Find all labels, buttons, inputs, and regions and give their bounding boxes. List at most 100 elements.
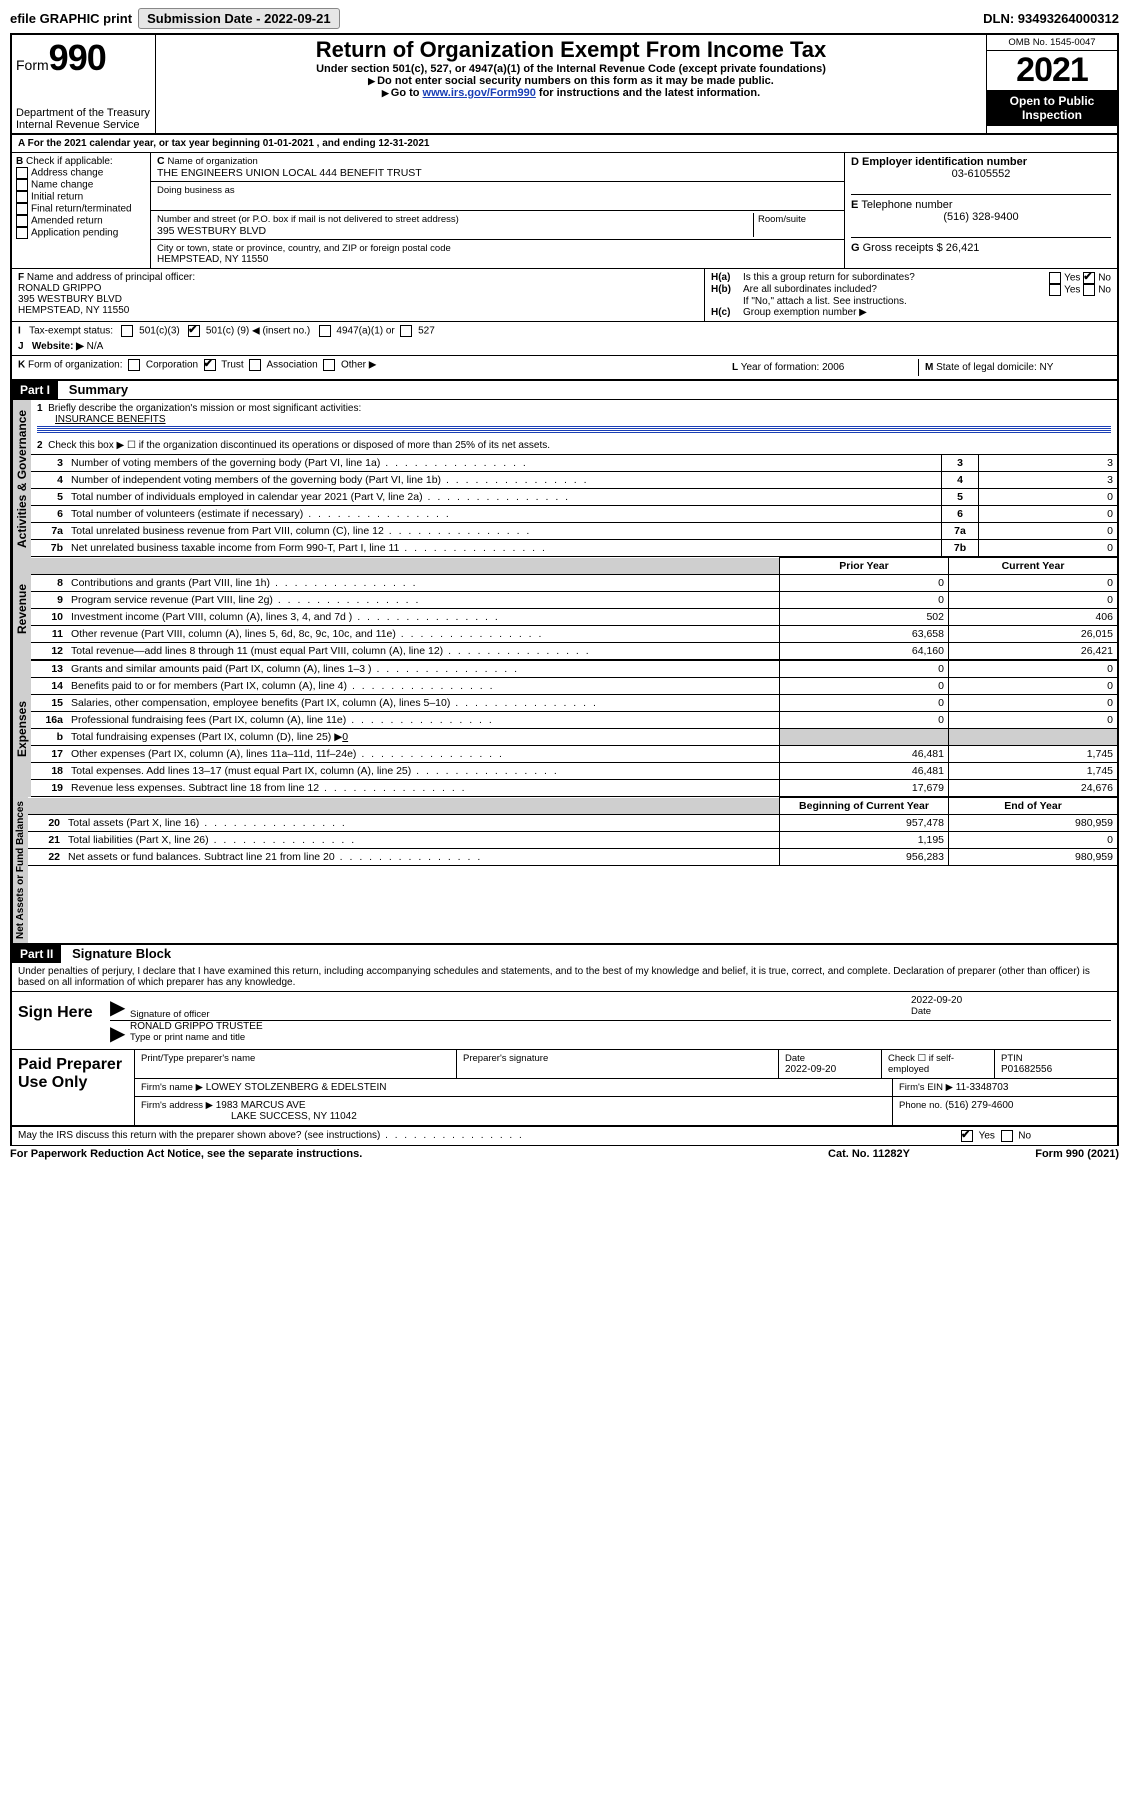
form-footer: 990 [1066, 1148, 1084, 1160]
firm-addr2: LAKE SUCCESS, NY 11042 [141, 1111, 357, 1122]
irs-link[interactable]: www.irs.gov/Form990 [423, 87, 536, 99]
k-opt-3[interactable]: Other ▶ [341, 360, 376, 371]
ha-label: Is this a group return for subordinates? [743, 272, 1049, 284]
section-ij: I Tax-exempt status: 501(c)(3) 501(c) (9… [10, 322, 1119, 356]
form-header: Form990 Department of the Treasury Inter… [10, 33, 1119, 135]
b-opt-2[interactable]: Initial return [31, 192, 83, 203]
officer-name: RONALD GRIPPO [18, 283, 101, 294]
k-opt-0[interactable]: Corporation [146, 360, 198, 371]
firm-name-label: Firm's name ▶ [141, 1082, 203, 1093]
i-4947[interactable]: 4947(a)(1) or [336, 326, 394, 337]
irs-label: Internal Revenue Service [16, 119, 151, 131]
submission-date-btn[interactable]: Submission Date - 2022-09-21 [138, 8, 340, 29]
part2-tab: Part II [12, 945, 61, 963]
b-opt-4[interactable]: Amended return [31, 216, 103, 227]
k-label: Form of organization: [28, 360, 123, 371]
i-501c-post: ) ◀ (insert no.) [246, 326, 310, 337]
discuss-yes[interactable]: Yes [979, 1131, 995, 1142]
i-501c-pre: 501(c) ( [206, 326, 240, 337]
ptin: P01682556 [1001, 1064, 1052, 1075]
form-subtitle: Under section 501(c), 527, or 4947(a)(1)… [162, 63, 980, 75]
prep-date-label: Date [785, 1053, 805, 1064]
l1-value: INSURANCE BENEFITS [37, 414, 166, 425]
instr-ssn: Do not enter social security numbers on … [377, 75, 774, 87]
section-bcd: B Check if applicable: Address change Na… [10, 153, 1119, 269]
i-label: Tax-exempt status: [29, 326, 113, 337]
paid-preparer-block: Paid Preparer Use Only Print/Type prepar… [10, 1050, 1119, 1127]
b-label: Check if applicable: [26, 156, 113, 167]
firm-ein-label: Firm's EIN ▶ [899, 1082, 953, 1093]
officer-addr2: HEMPSTEAD, NY 11550 [18, 305, 129, 316]
cat-no: Cat. No. 11282Y [769, 1148, 969, 1160]
instr-goto-pre: Go to [391, 87, 423, 99]
sign-block: Sign Here ▶ Signature of officer 2022-09… [10, 992, 1119, 1050]
part1-name: Summary [61, 380, 136, 399]
b-opt-5[interactable]: Application pending [31, 228, 118, 239]
city-label: City or town, state or province, country… [157, 243, 451, 254]
sig-date-label: Date [911, 1006, 931, 1017]
printed-label: Type or print name and title [130, 1032, 245, 1043]
tab-expenses: Expenses [12, 660, 31, 797]
section-fh: F Name and address of principal officer:… [10, 269, 1119, 322]
ptin-label: PTIN [1001, 1053, 1023, 1064]
ha-no[interactable]: No [1098, 273, 1111, 284]
hb-yes[interactable]: Yes [1064, 285, 1080, 296]
open-public: Open to Public Inspection [987, 90, 1117, 126]
tab-revenue: Revenue [12, 557, 31, 660]
i-501c3[interactable]: 501(c)(3) [139, 326, 180, 337]
instr-goto-post: for instructions and the latest informat… [536, 87, 760, 99]
part2-name: Signature Block [64, 944, 179, 963]
d-label: Employer identification number [862, 156, 1027, 168]
net-table: Beginning of Current Year End of Year20 … [28, 797, 1117, 866]
gov-table: 3 Number of voting members of the govern… [31, 454, 1117, 557]
officer-printed: RONALD GRIPPO TRUSTEE [130, 1021, 1111, 1032]
b-opt-3[interactable]: Final return/terminated [31, 204, 132, 215]
gross-receipts: 26,421 [946, 242, 980, 254]
street-label: Number and street (or P.O. box if mail i… [157, 214, 459, 225]
k-opt-1[interactable]: Trust [221, 360, 243, 371]
room-label: Room/suite [758, 214, 806, 225]
c-name-label: Name of organization [168, 156, 258, 167]
part1-tab: Part I [12, 381, 58, 399]
j-label: Website: ▶ [32, 341, 84, 352]
form-number: 990 [49, 37, 106, 78]
phone: (516) 328-9400 [851, 211, 1111, 223]
firm-phone-label: Phone no. [899, 1100, 942, 1111]
f-label: Name and address of principal officer: [27, 272, 195, 283]
self-employed[interactable]: Check ☐ if self-employed [882, 1050, 995, 1078]
firm-name: LOWEY STOLZENBERG & EDELSTEIN [206, 1082, 387, 1093]
line-a: A For the 2021 calendar year, or tax yea… [10, 135, 1119, 153]
prep-name-label: Print/Type preparer's name [141, 1053, 255, 1064]
b-opt-1[interactable]: Name change [31, 180, 93, 191]
efile-label: efile GRAPHIC print [10, 11, 132, 26]
org-name: THE ENGINEERS UNION LOCAL 444 BENEFIT TR… [157, 167, 422, 179]
ein: 03-6105552 [851, 168, 1111, 180]
sig-officer-label: Signature of officer [130, 1009, 210, 1020]
omb-no: OMB No. 1545-0047 [987, 35, 1117, 51]
b-opt-0[interactable]: Address change [31, 168, 103, 179]
rev-table: Prior Year Current Year8 Contributions a… [31, 557, 1117, 660]
sig-date: 2022-09-20 [911, 995, 1111, 1006]
line-a-text: For the 2021 calendar year, or tax year … [28, 138, 430, 149]
ha-yes[interactable]: Yes [1064, 273, 1080, 284]
m-label: State of legal domicile: [936, 362, 1037, 373]
k-opt-2[interactable]: Association [267, 360, 318, 371]
discuss-no[interactable]: No [1018, 1131, 1031, 1142]
street: 395 WESTBURY BLVD [157, 225, 266, 237]
state-domicile: NY [1040, 362, 1054, 373]
l-label: Year of formation: [741, 362, 820, 373]
paid-preparer-title: Paid Preparer Use Only [12, 1050, 134, 1125]
tab-governance: Activities & Governance [12, 400, 31, 557]
pra-notice: For Paperwork Reduction Act Notice, see … [10, 1148, 769, 1160]
officer-addr1: 395 WESTBURY BLVD [18, 294, 122, 305]
dept-treasury: Department of the Treasury [16, 107, 151, 119]
topbar: efile GRAPHIC print Submission Date - 20… [10, 8, 1119, 29]
hb-note: If "No," attach a list. See instructions… [711, 296, 1111, 307]
l2-text: Check this box ▶ ☐ if the organization d… [48, 440, 550, 451]
g-label: Gross receipts $ [863, 242, 943, 254]
prep-date: 2022-09-20 [785, 1064, 836, 1075]
i-527[interactable]: 527 [418, 326, 435, 337]
dln: DLN: 93493264000312 [983, 11, 1119, 26]
hb-no[interactable]: No [1098, 285, 1111, 296]
l1-label: Briefly describe the organization's miss… [48, 403, 361, 414]
